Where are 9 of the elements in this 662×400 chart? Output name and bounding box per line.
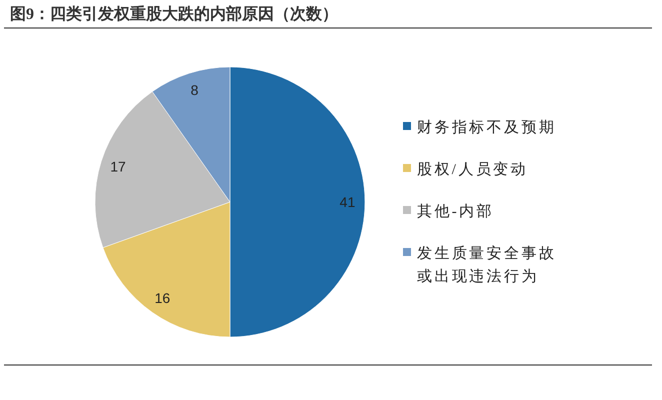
legend-label: 财务指标不及预期 [417, 119, 556, 136]
data-label: 41 [340, 194, 356, 210]
legend-label: 股权/人员变动 [417, 161, 528, 178]
data-label: 16 [154, 290, 170, 306]
data-label: 17 [110, 158, 126, 175]
legend-label: 发生质量安全事故或出现违法行为 [417, 245, 556, 285]
legend-label: 其他-内部 [417, 203, 494, 220]
chart-title: 图9：四类引发权重股大跌的内部原因（次数） [10, 5, 338, 23]
data-label: 8 [190, 82, 199, 98]
